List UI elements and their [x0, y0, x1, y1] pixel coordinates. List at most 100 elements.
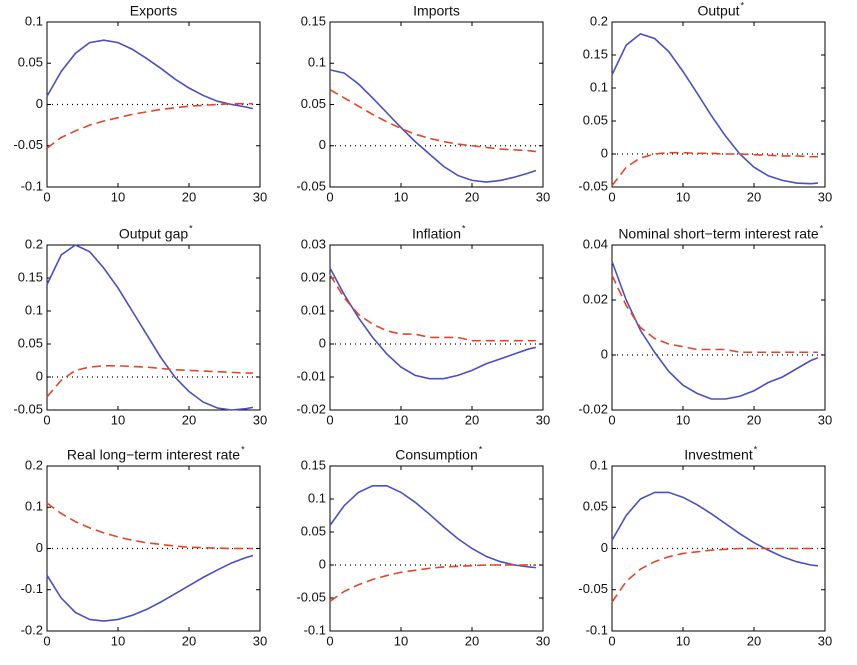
- subplot: -0.2 -0.1 0 0.1 0.2 0 10 20 30 Real long−term int…: [21, 444, 268, 648]
- y-tick-label: 0: [601, 540, 608, 555]
- x-tick-label: 30: [818, 412, 832, 427]
- series-line: [46, 39, 254, 110]
- x-tick-label: 0: [608, 189, 615, 204]
- subplot: -0.02 -0.01 0 0.01 0.02 0.03 0 10 20 30 Inflation *: [296, 223, 550, 427]
- y-tick-label: 0.05: [583, 499, 608, 514]
- series-line: [46, 554, 254, 622]
- subplot: -0.1 -0.05 0 0.05 0.1 0 10 20 30 Investment *: [578, 444, 832, 648]
- x-tick-label: 30: [536, 412, 550, 427]
- y-tick-label: 0.15: [301, 13, 326, 28]
- x-tick-label: 30: [253, 412, 267, 427]
- x-tick-label: 30: [536, 189, 550, 204]
- y-tick-label: -0.02: [578, 401, 608, 416]
- x-tick-label: 0: [608, 412, 615, 427]
- y-tick-label: 0.03: [301, 236, 326, 251]
- subplot-title: Output gap: [119, 226, 188, 242]
- subplot-title: Investment: [684, 447, 753, 463]
- y-tick-label: 0: [601, 145, 608, 160]
- subplot-title: Output: [697, 3, 739, 19]
- plot-area: [329, 244, 544, 411]
- y-tick-label: -0.05: [13, 401, 43, 416]
- series-line: [611, 274, 818, 354]
- x-tick-label: 10: [676, 633, 690, 648]
- x-tick-label: 30: [818, 633, 832, 648]
- series-line: [611, 491, 818, 567]
- series-line: [329, 267, 537, 380]
- y-tick-label: 0.02: [583, 291, 608, 306]
- y-tick-label: -0.02: [296, 401, 326, 416]
- y-tick-label: 0: [601, 346, 608, 361]
- series-line: [329, 485, 536, 569]
- y-tick-label: -0.05: [578, 581, 608, 596]
- y-tick-label: -0.2: [21, 622, 43, 637]
- y-tick-label: 0.05: [301, 96, 326, 111]
- plot-area: [611, 21, 826, 188]
- y-tick-label: 0.1: [25, 499, 43, 514]
- y-tick-label: 0.15: [301, 457, 326, 472]
- y-tick-label: 0: [319, 335, 326, 350]
- series-line: [611, 547, 818, 603]
- x-tick-label: 20: [182, 633, 196, 648]
- x-tick-label: 20: [747, 633, 761, 648]
- x-tick-label: 10: [676, 412, 690, 427]
- x-tick-label: 20: [182, 189, 196, 204]
- x-tick-label: 0: [326, 412, 333, 427]
- subplot-title: Consumption: [395, 447, 478, 463]
- y-tick-label: 0.1: [308, 490, 326, 505]
- y-tick-label: 0.1: [590, 457, 608, 472]
- series-line: [329, 274, 536, 342]
- y-tick-label: -0.1: [586, 622, 608, 637]
- series-line: [329, 88, 536, 153]
- y-tick-label: 0.2: [590, 13, 608, 28]
- title-superscript: *: [820, 223, 824, 233]
- x-tick-label: 20: [465, 189, 479, 204]
- subplot-title: Imports: [413, 3, 460, 19]
- x-tick-label: 10: [394, 189, 408, 204]
- plot-area: [329, 21, 544, 188]
- title-superscript: *: [189, 223, 193, 233]
- y-tick-label: 0.05: [18, 55, 43, 70]
- y-tick-label: -0.05: [13, 137, 43, 152]
- x-tick-label: 30: [253, 633, 267, 648]
- title-superscript: *: [741, 0, 745, 10]
- y-tick-label: 0.05: [18, 335, 43, 350]
- series-line: [329, 564, 536, 602]
- series-line: [611, 32, 818, 185]
- y-tick-label: 0.05: [301, 523, 326, 538]
- series-line: [329, 69, 537, 183]
- y-tick-label: -0.05: [578, 178, 608, 193]
- series-line: [46, 364, 253, 398]
- subplot-title: Inflation: [412, 226, 461, 242]
- y-tick-label: 0.1: [308, 55, 326, 70]
- plot-area: [46, 244, 261, 411]
- y-tick-label: 0.15: [583, 46, 608, 61]
- x-tick-label: 10: [111, 633, 125, 648]
- y-tick-label: 0.2: [25, 457, 43, 472]
- y-tick-label: 0: [36, 96, 43, 111]
- y-tick-label: 0: [319, 137, 326, 152]
- x-tick-label: 20: [465, 633, 479, 648]
- title-superscript: *: [241, 444, 245, 454]
- series-line: [611, 151, 818, 187]
- subplot: -0.1 -0.05 0 0.05 0.1 0.15 0 10 20 30 Consumption *: [296, 444, 550, 648]
- series-line: [46, 244, 254, 411]
- x-tick-label: 0: [43, 412, 50, 427]
- y-tick-label: 0.02: [301, 269, 326, 284]
- x-tick-label: 10: [394, 633, 408, 648]
- x-tick-label: 30: [818, 189, 832, 204]
- y-tick-label: 0.05: [583, 112, 608, 127]
- y-tick-label: -0.05: [296, 589, 326, 604]
- y-tick-label: 0: [36, 540, 43, 555]
- subplot-title: Real long−term interest rate: [67, 447, 240, 463]
- y-tick-label: 0.1: [590, 79, 608, 94]
- y-tick-label: -0.1: [21, 178, 43, 193]
- y-tick-label: -0.05: [296, 178, 326, 193]
- x-tick-label: 0: [43, 633, 50, 648]
- x-tick-label: 20: [747, 412, 761, 427]
- y-tick-label: 0.1: [25, 13, 43, 28]
